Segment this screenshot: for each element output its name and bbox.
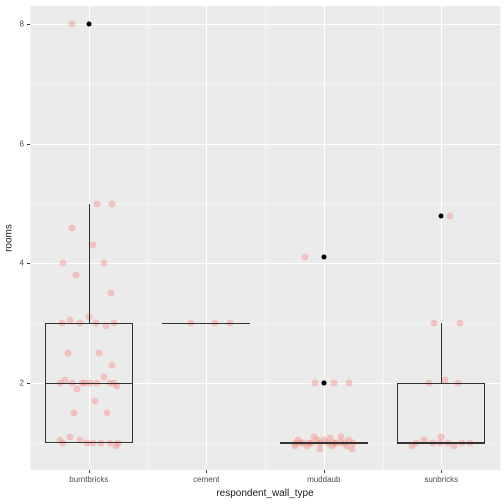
y-tick-mark <box>27 383 30 384</box>
jitter-point <box>456 320 463 327</box>
jitter-point <box>73 272 80 279</box>
x-tick-label: cement <box>193 475 219 484</box>
x-tick-mark <box>89 470 90 473</box>
whisker-upper <box>89 204 90 324</box>
y-tick-label: 6 <box>20 139 24 148</box>
x-tick-label: muddaub <box>307 475 340 484</box>
outlier-point <box>321 381 326 386</box>
jitter-point <box>348 446 355 453</box>
outlier-point <box>86 21 91 26</box>
jitter-point <box>446 212 453 219</box>
jitter-point <box>68 20 75 27</box>
grid-major-v <box>206 6 207 470</box>
x-tick-label: burntbricks <box>69 475 108 484</box>
y-tick-mark <box>27 144 30 145</box>
y-tick-mark <box>27 24 30 25</box>
y-axis-title: rooms <box>4 224 15 252</box>
jitter-point <box>346 380 353 387</box>
jitter-point <box>60 260 67 267</box>
box <box>397 383 485 443</box>
jitter-point <box>68 224 75 231</box>
grid-minor-v <box>148 6 149 470</box>
median-line <box>45 383 133 384</box>
x-tick-label: sunbricks <box>424 475 458 484</box>
grid-minor-v <box>265 6 266 470</box>
jitter-point <box>109 200 116 207</box>
median-line <box>397 442 485 443</box>
jitter-point <box>89 242 96 249</box>
median-line <box>280 442 368 443</box>
jitter-point <box>330 380 337 387</box>
outlier-point <box>321 255 326 260</box>
jitter-point <box>107 290 114 297</box>
median-line <box>162 323 250 324</box>
outlier-point <box>439 213 444 218</box>
jitter-point <box>312 380 319 387</box>
jitter-point <box>302 254 309 261</box>
y-tick-label: 2 <box>20 379 24 388</box>
x-tick-mark <box>206 470 207 473</box>
boxplot-chart: 2 4 6 8 burntbricks cement muddaub sunbricks res… <box>0 0 504 504</box>
y-tick-mark <box>27 263 30 264</box>
y-tick-label: 8 <box>20 19 24 28</box>
grid-major-v <box>324 6 325 470</box>
jitter-point <box>94 200 101 207</box>
jitter-point <box>326 435 333 442</box>
grid-minor-v <box>30 6 31 470</box>
x-tick-mark <box>441 470 442 473</box>
y-tick-label: 4 <box>20 259 24 268</box>
grid-minor-v <box>383 6 384 470</box>
grid-minor-v <box>500 6 501 470</box>
whisker-upper <box>441 323 442 383</box>
jitter-point <box>431 320 438 327</box>
jitter-point <box>100 260 107 267</box>
x-tick-mark <box>324 470 325 473</box>
x-axis-title: respondent_wall_type <box>216 488 313 499</box>
jitter-point <box>317 446 324 453</box>
